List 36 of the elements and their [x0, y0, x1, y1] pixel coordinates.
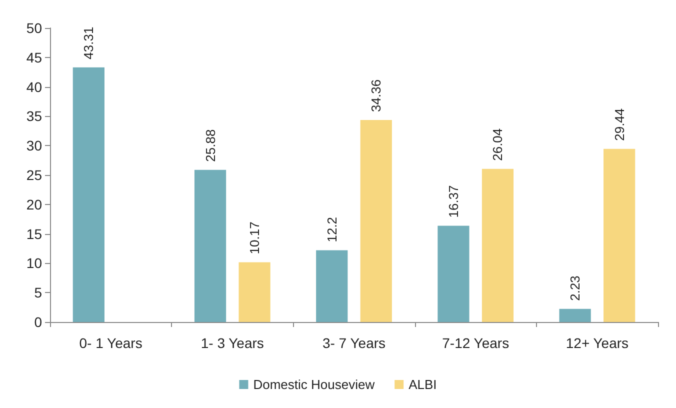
y-tick-label: 15 — [26, 226, 42, 242]
x-tick-label: 3- 7 Years — [322, 335, 386, 351]
bar — [438, 226, 470, 322]
data-label: 29.44 — [612, 108, 627, 141]
bar — [72, 67, 104, 322]
data-label: 10.17 — [247, 222, 262, 254]
y-tick-label: 20 — [26, 196, 42, 212]
bar — [360, 120, 392, 322]
x-tick-label: 7-12 Years — [442, 335, 510, 351]
y-tick-label: 5 — [34, 284, 42, 301]
data-label: 26.04 — [490, 128, 506, 161]
bar — [316, 250, 348, 322]
y-tick-label: 50 — [26, 20, 42, 36]
y-tick-label: 10 — [26, 255, 42, 272]
y-tick-label: 0 — [34, 314, 42, 330]
bar — [482, 168, 514, 322]
bar — [194, 170, 226, 322]
data-label: 43.31 — [81, 26, 96, 60]
x-tick-label: 0- 1 Years — [79, 335, 142, 351]
y-tick-label: 30 — [26, 138, 42, 154]
data-label: 25.88 — [202, 129, 218, 162]
data-label: 12.2 — [324, 216, 340, 242]
y-tick-label: 40 — [26, 78, 42, 95]
bar — [559, 308, 591, 322]
data-label: 34.36 — [368, 79, 384, 112]
data-label: 16.37 — [446, 185, 461, 218]
data-label: 2.23 — [568, 276, 583, 301]
x-tick-label: 12+ Years — [566, 335, 629, 351]
bar — [238, 262, 270, 322]
y-tick-label: 25 — [26, 167, 42, 183]
legend-label: ALBI — [408, 377, 437, 392]
y-tick-label: 45 — [26, 49, 42, 66]
y-tick-label: 35 — [26, 108, 42, 124]
bar — [604, 148, 636, 322]
x-tick-label: 1- 3 Years — [200, 335, 264, 351]
legend-label: Domestic Houseview — [253, 377, 376, 392]
